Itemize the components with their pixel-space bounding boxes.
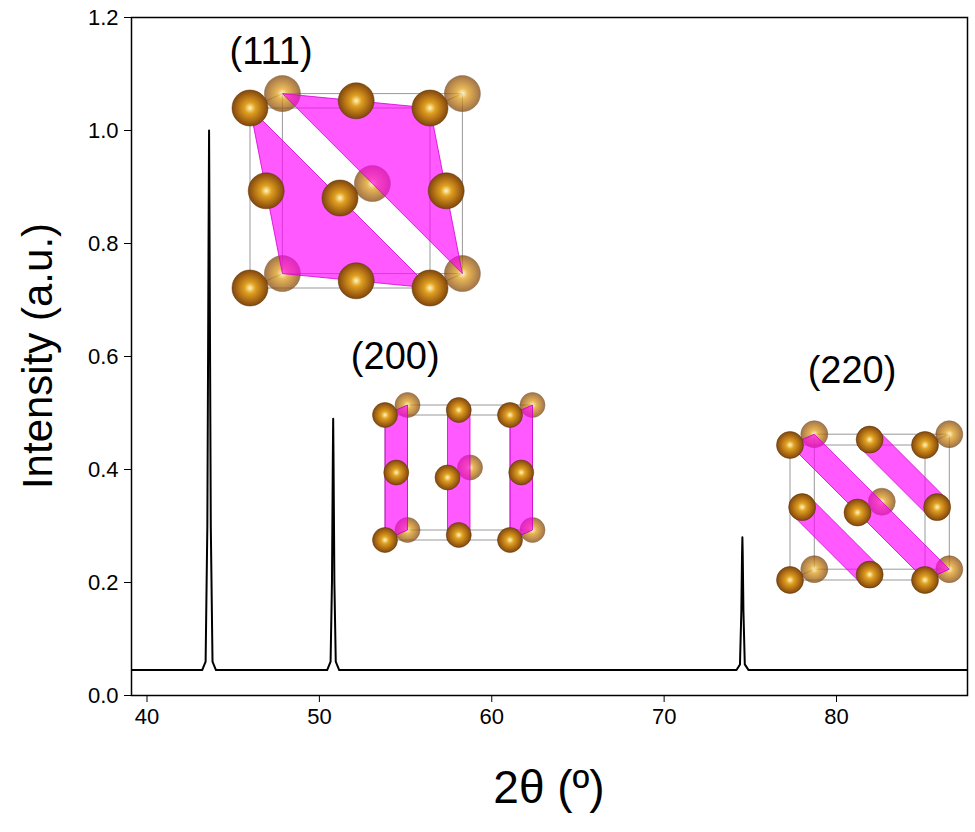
svg-text:(200): (200) (351, 335, 440, 377)
svg-text:50: 50 (307, 704, 331, 729)
svg-text:0.0: 0.0 (88, 683, 119, 708)
svg-text:0.2: 0.2 (88, 570, 119, 595)
svg-text:80: 80 (824, 704, 848, 729)
svg-text:0.8: 0.8 (88, 231, 119, 256)
html-text:2θ (º): 2θ (º) (493, 761, 605, 813)
html-text:Intensity (a.u.): Intensity (a.u.) (14, 222, 61, 490)
svg-text:(220): (220) (808, 349, 897, 391)
svg-text:0.4: 0.4 (88, 457, 119, 482)
svg-text:(111): (111) (230, 30, 313, 72)
svg-text:60: 60 (480, 704, 504, 729)
svg-text:70: 70 (652, 704, 676, 729)
svg-text:0.6: 0.6 (88, 344, 119, 369)
svg-text:1.2: 1.2 (88, 5, 119, 30)
svg-text:1.0: 1.0 (88, 118, 119, 143)
svg-text:40: 40 (135, 704, 159, 729)
